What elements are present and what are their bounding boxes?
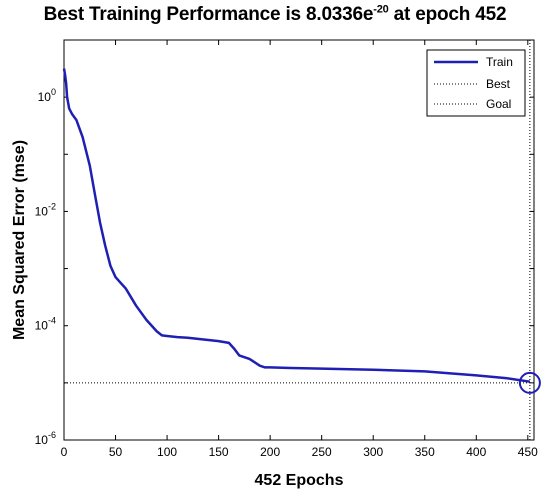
x-axis-label: 452 Epochs — [255, 472, 344, 489]
y-tick-labels: 100 10-2 10-4 10-6 — [35, 87, 56, 447]
x-tick-label: 300 — [363, 445, 383, 459]
x-tick-label: 100 — [157, 445, 177, 459]
y-tick-label: 10-4 — [35, 316, 56, 333]
chart-title: Best Training Performance is 8.0336e-20 … — [0, 4, 550, 26]
x-tick-label: 250 — [312, 445, 332, 459]
x-tick-label: 150 — [209, 445, 229, 459]
x-tick-label: 200 — [260, 445, 280, 459]
y-tick-label: 10-6 — [35, 430, 56, 447]
x-tick-label: 450 — [518, 445, 538, 459]
chart-title-prefix: Best Training Performance is 8.0336e — [43, 4, 374, 25]
best-epoch-marker — [518, 371, 541, 394]
x-tick-label: 50 — [109, 445, 123, 459]
x-tick-label: 350 — [415, 445, 435, 459]
x-tick-label: 0 — [61, 445, 68, 459]
y-axis-label: Mean Squared Error (mse) — [11, 140, 28, 340]
legend-train-label: Train — [486, 55, 513, 69]
chart-title-exponent: -20 — [373, 3, 389, 16]
legend-best-label: Best — [486, 77, 511, 91]
y-tick-label: 100 — [38, 87, 56, 104]
axis-ticks — [63, 39, 534, 441]
legend: Train Best Goal — [426, 49, 526, 117]
chart-title-suffix: at epoch 452 — [388, 4, 507, 25]
x-tick-label: 400 — [466, 445, 486, 459]
series-layer — [62, 40, 541, 440]
y-tick-label: 10-2 — [35, 201, 56, 218]
legend-goal-label: Goal — [486, 97, 511, 111]
x-tick-labels: 0 50 100 150 200 250 300 350 400 450 — [61, 445, 538, 459]
train-series-line — [62, 68, 531, 383]
